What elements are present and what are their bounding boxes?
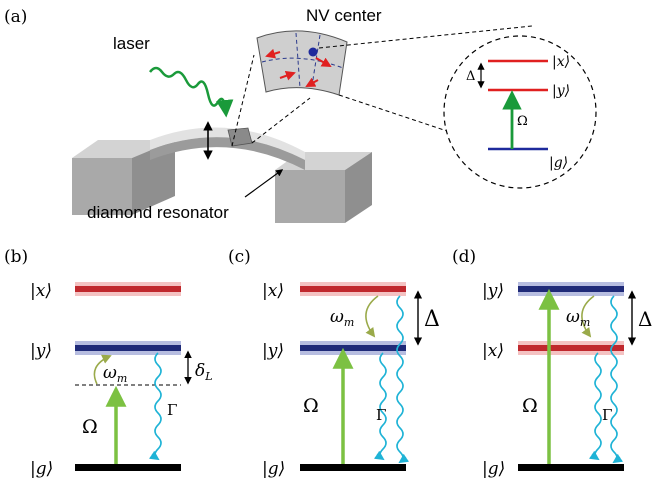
c-decay-gamma-2 [396,295,410,464]
d-level-g [518,464,624,471]
laser-label: laser [113,34,150,53]
c-level-g [300,464,406,471]
panel-d-label: (d) [452,247,476,267]
c-omega-m: ωm [330,307,354,329]
c-gamma: Γ [376,406,386,424]
panel-b-label: (b) [4,247,28,267]
inset-omega-label: Ω [517,114,528,129]
d-ket-x: |x⟩ [482,341,504,361]
c-delta: Δ [424,307,440,332]
nv-center-dot [308,47,318,57]
panel-a: (a) laser diamond resonator [4,6,597,223]
b-decay-gamma [148,352,162,461]
zoomed-sector [256,30,348,96]
right-support-block [275,152,372,223]
panel-a-label: (a) [4,7,27,27]
c-level-x [300,286,406,292]
d-phonon-arrow [581,295,595,338]
b-level-x [75,286,181,292]
panel-c-label: (c) [228,247,251,267]
b-ket-x: |x⟩ [30,281,52,301]
panel-d: (d) |y⟩ |x⟩ |g⟩ ωm Δ Ω Γ [452,247,652,479]
d-ket-g: |g⟩ [482,459,505,479]
resonator-label: diamond resonator [87,203,229,222]
c-ket-g: |g⟩ [262,459,285,479]
c-ket-x: |x⟩ [262,281,284,301]
b-delta-l: δL [195,361,213,383]
inset-ket-g: |g⟩ [549,155,568,171]
b-omega: Ω [82,416,98,438]
nv-center-label: NV center [306,6,382,25]
c-phonon-arrow [365,295,379,338]
b-level-g [75,464,181,471]
b-level-y [75,345,181,351]
b-ket-g: |g⟩ [30,459,53,479]
panel-c: (c) |x⟩ |y⟩ |g⟩ ωm Δ Ω Γ [228,247,440,479]
c-omega: Ω [303,395,319,417]
c-decay-gamma-1 [373,352,387,461]
d-ket-y: |y⟩ [482,281,504,301]
d-level-y [518,286,624,292]
c-level-y [300,345,406,351]
panel-b: (b) |x⟩ |y⟩ |g⟩ ωm δL Ω Γ [4,247,213,479]
resonator-pointer [244,169,284,198]
left-support-block [72,140,175,215]
laser-beam [149,66,234,118]
b-gamma: Γ [167,401,177,419]
d-delta: Δ [638,307,652,331]
d-omega-m: ωm [566,307,590,329]
inset-ket-y: |y⟩ [552,83,570,99]
c-ket-y: |y⟩ [262,341,284,361]
inset-delta-label: Δ [466,69,475,84]
b-ket-y: |y⟩ [30,341,52,361]
inset-ket-x: |x⟩ [552,54,570,70]
b-phonon-arrow [93,354,112,385]
inset-level-diagram: Δ Ω |x⟩ |y⟩ |g⟩ [443,35,597,189]
diamond-resonator-beam [150,127,305,170]
d-decay-gamma-1 [610,295,624,464]
b-omega-m: ωm [103,363,127,385]
d-level-x [518,345,624,351]
d-decay-gamma-2 [588,352,602,461]
d-omega: Ω [522,395,538,417]
d-gamma: Γ [602,406,612,424]
